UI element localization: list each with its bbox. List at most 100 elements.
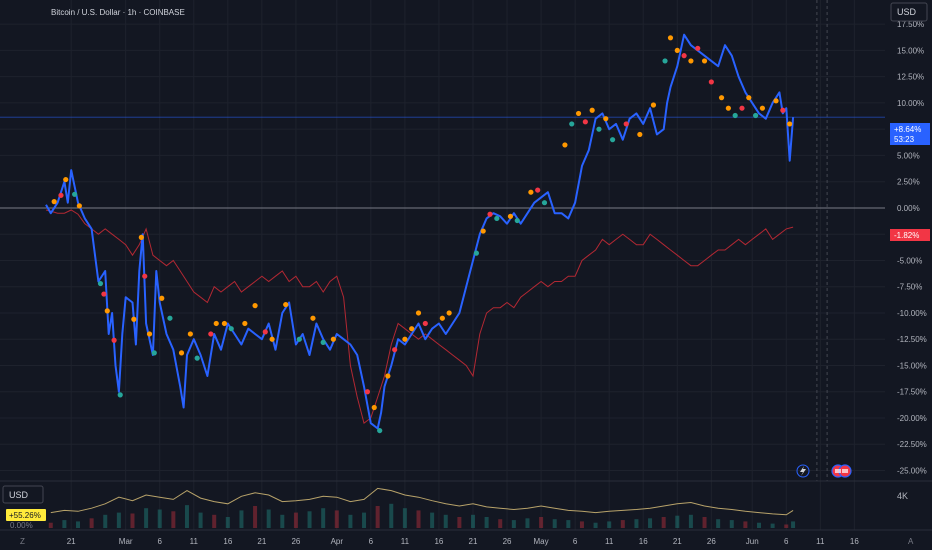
signal-marker-orange	[178, 350, 185, 356]
signal-marker-teal	[151, 350, 157, 356]
volume-bar	[321, 508, 326, 528]
signal-markers	[51, 35, 793, 434]
signal-marker-teal	[609, 137, 616, 143]
y-tick-label: 17.50%	[897, 20, 924, 29]
volume-bar	[362, 512, 367, 528]
volume-bar	[375, 506, 380, 528]
volume-bar	[103, 514, 108, 528]
x-tick-label: 11	[816, 537, 825, 546]
time-scale[interactable]: 21 Mar 6 11 16 21 26 Apr 6 11 16 21 26 May 6 11 16 21 26 Ju…	[67, 537, 860, 546]
x-tick-label: 6	[158, 537, 163, 546]
signal-marker-orange	[528, 189, 534, 195]
svg-text:A: A	[908, 537, 914, 546]
signal-marker-orange	[409, 326, 415, 332]
x-tick-label: 21	[469, 537, 478, 546]
signal-marker-red	[535, 187, 541, 193]
svg-text:Z: Z	[20, 537, 25, 546]
x-tick-label: 21	[673, 537, 682, 546]
x-tick-label: 11	[401, 537, 410, 546]
signal-marker-orange	[589, 107, 595, 113]
signal-marker-red	[364, 389, 371, 395]
y-tick-label: -10.00%	[897, 309, 927, 318]
x-tick-label: 26	[291, 537, 300, 546]
signal-marker-teal	[473, 250, 479, 256]
y-tick-label: -7.50%	[897, 283, 922, 292]
currency-button[interactable]: USD	[890, 2, 928, 22]
session-break-lines	[816, 0, 828, 481]
volume-bar	[648, 518, 653, 528]
y-tick-label: 5.00%	[897, 151, 920, 160]
volume-bar	[430, 512, 435, 528]
signal-marker-teal	[97, 280, 104, 287]
signal-marker-orange	[187, 331, 193, 337]
y-tick-label: -5.00%	[897, 256, 922, 265]
signal-marker-orange	[562, 142, 568, 148]
volume-bar	[729, 520, 734, 528]
volume-ma-line	[50, 487, 794, 516]
currency-label: USD	[897, 7, 917, 17]
x-tick-label: Mar	[119, 537, 133, 546]
signal-marker-orange	[283, 301, 289, 308]
signal-marker-red	[262, 329, 268, 335]
chart-title: Bitcoin / U.S. Dollar · 1h · COINBASE	[51, 8, 185, 17]
timezone-icon[interactable]: Z	[20, 537, 25, 546]
x-tick-label: 16	[639, 537, 648, 546]
lower-currency-label: USD	[9, 490, 29, 500]
signal-marker-orange	[446, 310, 452, 316]
signal-marker-teal	[377, 427, 383, 434]
volume-bar	[784, 524, 789, 528]
signal-marker-orange	[439, 315, 445, 321]
x-tick-label: 6	[573, 537, 578, 546]
signal-marker-orange	[213, 320, 219, 327]
volume-bar	[620, 520, 625, 528]
compare-value: -1.82%	[894, 231, 919, 240]
x-tick-label: 11	[190, 537, 199, 546]
signal-marker-red	[392, 347, 398, 353]
volume-bar	[539, 517, 544, 528]
y-tick-label: 10.00%	[897, 99, 924, 108]
volume-bar	[144, 508, 149, 528]
signal-marker-orange	[310, 315, 316, 321]
signal-marker-orange	[688, 58, 694, 64]
signal-marker-orange	[252, 303, 258, 309]
volume-bar	[634, 519, 639, 528]
signal-marker-teal	[117, 392, 123, 398]
volume-bar	[348, 514, 353, 528]
signal-marker-orange	[402, 336, 408, 342]
lightning-icon[interactable]	[796, 464, 810, 478]
main-series-line	[45, 33, 795, 430]
event-badge-icon[interactable]	[831, 464, 852, 478]
volume-bar	[470, 514, 475, 528]
signal-marker-red	[58, 192, 64, 198]
signal-marker-teal	[494, 215, 500, 222]
volume-bar	[688, 514, 693, 528]
signal-marker-orange	[701, 58, 708, 64]
lower-currency-button[interactable]: USD	[2, 485, 44, 504]
x-tick-label: 26	[503, 537, 512, 546]
signal-marker-orange	[146, 331, 153, 337]
signal-marker-red	[142, 273, 148, 279]
volume-bar	[579, 521, 584, 528]
volume-bar	[402, 508, 407, 528]
signal-marker-teal	[72, 191, 78, 197]
signal-marker-orange	[159, 295, 165, 301]
volume-bar	[48, 522, 53, 528]
signal-marker-orange	[51, 199, 57, 205]
signal-marker-orange	[385, 373, 391, 379]
volume-bar	[457, 517, 462, 528]
compare-badge: -1.82%	[890, 229, 930, 241]
y-tick-label: -22.50%	[897, 440, 927, 449]
signal-marker-teal	[662, 58, 668, 64]
x-tick-label: 21	[67, 537, 76, 546]
auto-scale-icon[interactable]: A	[908, 537, 914, 546]
signal-marker-orange	[725, 105, 731, 111]
lower-axis-label: 4K	[897, 491, 908, 501]
signal-marker-teal	[569, 121, 575, 127]
signal-marker-red	[208, 331, 214, 337]
signal-marker-red	[708, 79, 714, 85]
signal-marker-red	[422, 320, 428, 327]
lower-clipped-label: 0.00%	[10, 521, 33, 530]
volume-bar	[511, 520, 516, 528]
signal-marker-orange	[138, 234, 144, 240]
